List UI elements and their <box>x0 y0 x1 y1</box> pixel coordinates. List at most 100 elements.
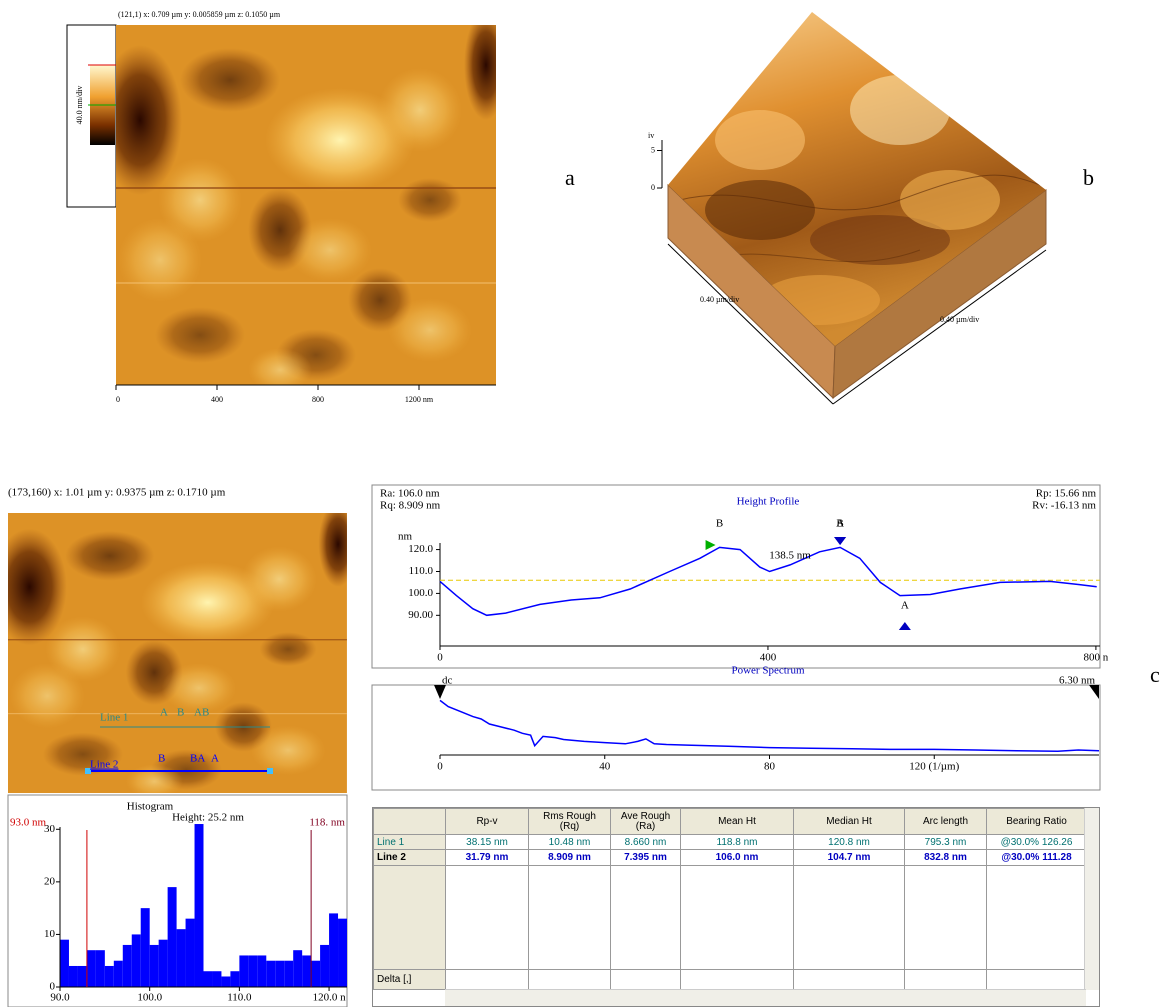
bar <box>186 919 195 987</box>
bar <box>248 955 257 987</box>
table-cell <box>987 866 1087 970</box>
chart-title: Height Profile <box>737 496 800 508</box>
line-cursor: B <box>177 707 184 719</box>
bar <box>96 950 105 987</box>
marker-label: B <box>716 518 723 530</box>
scrollbar[interactable] <box>1084 808 1099 990</box>
table-cell <box>794 866 905 970</box>
bar <box>302 955 311 987</box>
table-cell: @30.0% 126.26 <box>987 835 1087 850</box>
table-cell <box>987 970 1087 990</box>
bar <box>114 961 123 987</box>
scrollbar[interactable] <box>445 989 1086 1006</box>
table-cell <box>529 970 611 990</box>
x-tick-label: 120 (1/µm) <box>909 761 959 773</box>
line-handle[interactable] <box>267 768 273 774</box>
x-tick-label: 400 <box>211 395 223 404</box>
bar <box>293 950 302 987</box>
line-label: Line 1 <box>100 712 128 724</box>
bar <box>284 961 293 987</box>
bar <box>266 961 275 987</box>
table-row: Line 231.79 nm8.909 nm7.395 nm106.0 nm10… <box>374 850 1087 866</box>
line-cursor: BA <box>190 753 205 765</box>
line-label: Line 2 <box>90 759 118 771</box>
bar <box>195 824 204 987</box>
bar <box>320 945 329 987</box>
table-cell: 795.3 nm <box>905 835 987 850</box>
table-row: Line 138.15 nm10.48 nm8.660 nm118.8 nm12… <box>374 835 1087 850</box>
table-cell: @30.0% 111.28 <box>987 850 1087 866</box>
cursor-readout: (121,1) x: 0.709 µm y: 0.005859 µm z: 0.… <box>118 10 281 19</box>
bar <box>87 950 96 987</box>
axis-label: 0.40 µm/div <box>700 295 739 304</box>
x-tick-label: 110.0 <box>227 992 252 1004</box>
table-cell: Ave Rough (Ra) <box>611 809 681 835</box>
bar <box>132 934 141 987</box>
line-cursor: A <box>160 707 168 719</box>
marker-label: A <box>836 518 844 530</box>
stat: Rv: -16.13 nm <box>1032 500 1096 512</box>
panel-label: a <box>565 165 575 190</box>
table-cell: 120.8 nm <box>794 835 905 850</box>
axis-label: iv <box>648 131 654 140</box>
x-tick-label: 0 <box>116 395 120 404</box>
table-cell: 104.7 nm <box>794 850 905 866</box>
table-cell: Line 2 <box>374 850 446 866</box>
table-cell <box>529 866 611 970</box>
y-tick-label: 10 <box>44 928 56 940</box>
afm-image <box>0 501 358 798</box>
table-cell <box>446 866 529 970</box>
bar <box>78 966 87 987</box>
table-cell: Mean Ht <box>681 809 794 835</box>
table-row <box>374 866 1087 970</box>
x-tick-label: 800 n <box>1084 652 1109 664</box>
bar <box>311 961 320 987</box>
table-cell: Line 1 <box>374 835 446 850</box>
table-cell <box>681 970 794 990</box>
x-tick-label: 1200 nm <box>405 395 434 404</box>
table-cell: 31.79 nm <box>446 850 529 866</box>
y-tick-label: 120.0 <box>408 543 433 555</box>
bar <box>123 945 132 987</box>
panel-label: b <box>1083 165 1094 190</box>
chart-subtitle: Height: 25.2 nm <box>172 812 244 824</box>
bar <box>239 955 248 987</box>
y-tick-label: 100.0 <box>408 587 433 599</box>
x-tick-label: 0 <box>437 652 443 664</box>
bar <box>257 955 266 987</box>
bar <box>141 908 150 987</box>
bar <box>60 940 69 987</box>
bar <box>159 940 168 987</box>
table-cell: Bearing Ratio <box>987 809 1087 835</box>
table-cell <box>446 970 529 990</box>
x-tick-label: 400 <box>760 652 777 664</box>
table-cell <box>905 970 987 990</box>
colorbar-label: 40.0 nm/div <box>75 86 84 125</box>
page: (121,1) x: 0.709 µm y: 0.005859 µm z: 0.… <box>0 0 1168 1007</box>
line-cursor: AB <box>194 707 209 719</box>
bar <box>329 913 338 987</box>
afm-image <box>98 10 508 392</box>
y-axis-label: nm <box>398 531 413 543</box>
line-cursor: A <box>211 753 219 765</box>
bar <box>150 945 159 987</box>
table-cell: 832.8 nm <box>905 850 987 866</box>
table-cell: 7.395 nm <box>611 850 681 866</box>
bar <box>221 976 230 987</box>
cursor-label: 118. nm <box>309 817 345 829</box>
table-cell: 106.0 nm <box>681 850 794 866</box>
stat: Rq: 8.909 nm <box>380 500 441 512</box>
table-cell: Rp-v <box>446 809 529 835</box>
bar <box>338 919 347 987</box>
spectrum-label: 6.30 nm <box>1059 675 1096 687</box>
bar <box>212 971 221 987</box>
profile-panel <box>372 485 1100 668</box>
chart-title: Power Spectrum <box>731 665 804 677</box>
bar <box>105 966 114 987</box>
marker-label: A <box>901 600 909 612</box>
spectrum-panel <box>372 685 1100 790</box>
table-cell <box>794 970 905 990</box>
x-tick-label: 120.0 n <box>313 992 347 1004</box>
